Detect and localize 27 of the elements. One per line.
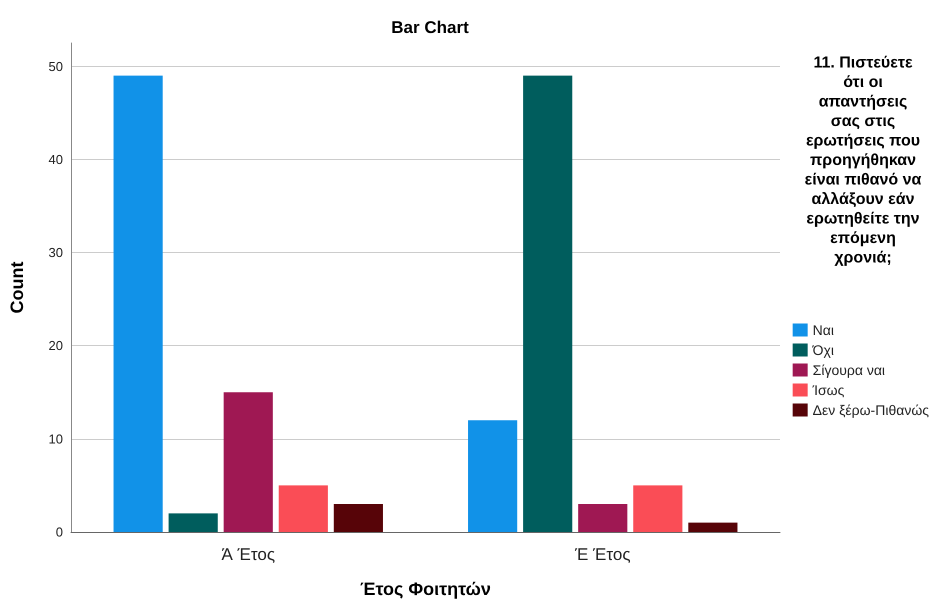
legend-label: Σίγουρα ναι	[812, 362, 886, 378]
y-tick-label: 40	[48, 152, 63, 167]
y-tick-label: 20	[48, 338, 63, 354]
y-tick-label: 0	[56, 524, 63, 540]
chart-title: Bar Chart	[391, 18, 470, 37]
bar	[688, 522, 738, 532]
legend-label: Όχι	[812, 342, 834, 358]
legend-label: Ναι	[812, 322, 834, 338]
bar	[168, 513, 218, 532]
bar	[523, 76, 572, 532]
legend-label: Ίσως	[812, 382, 845, 398]
x-tick-label: Ά Έτος	[221, 545, 276, 564]
bar	[468, 420, 518, 532]
x-axis-title: Έτος Φοιτητών	[360, 579, 491, 599]
bar	[278, 485, 328, 532]
y-tick-label: 10	[48, 431, 63, 446]
bar	[633, 485, 682, 532]
legend-label: Δεν ξέρω-Πιθανώς	[812, 402, 930, 418]
text: 11. Πιστεύετε ότι οι απαντήσεις σας στις ερωτήσεις που προηγήθηκαν είναι πιθανό να αλλάξουν εάν ερωτηθείτε την επόμενη χρονιά;	[804, 54, 922, 266]
y-tick-label: 30	[48, 245, 63, 260]
bar	[114, 76, 163, 532]
bar	[578, 504, 628, 532]
x-tick-label: Έ Έτος	[574, 545, 631, 564]
bar	[334, 504, 383, 532]
y-tick-label: 50	[48, 58, 63, 74]
y-axis-title: Count	[7, 262, 27, 314]
bar	[224, 392, 273, 532]
